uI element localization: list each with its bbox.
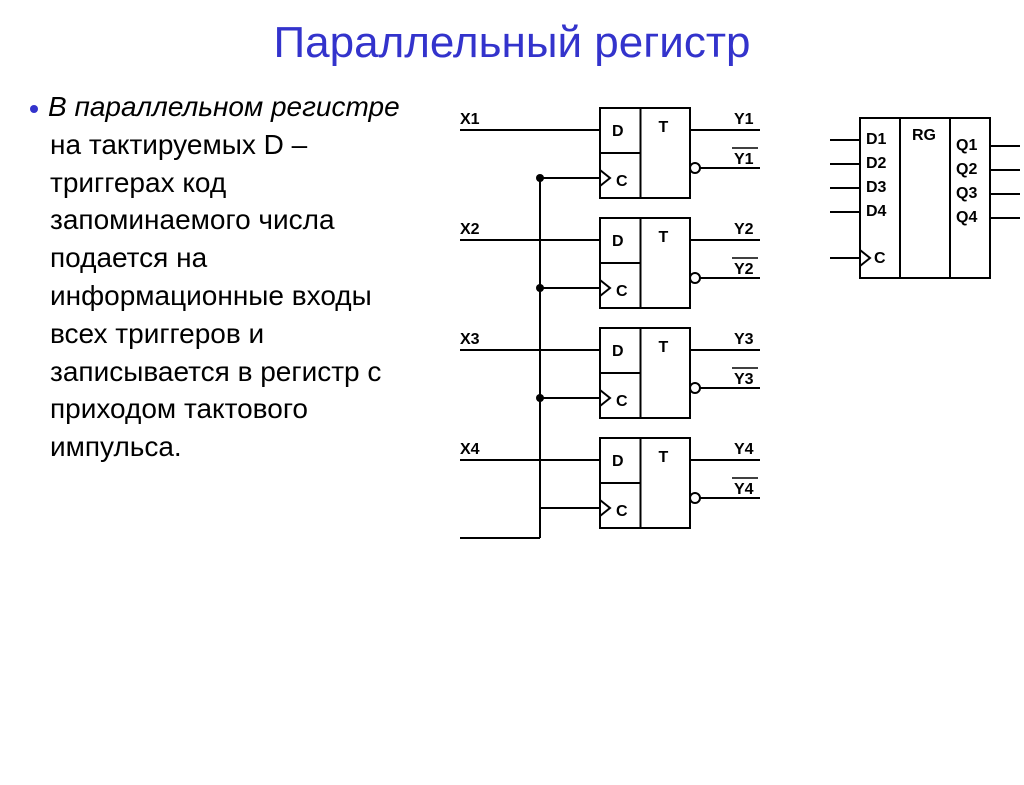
- svg-text:X2: X2: [460, 221, 480, 238]
- body-rest: на тактируемых D – триггерах код запомин…: [50, 129, 381, 462]
- svg-text:Y3: Y3: [734, 371, 754, 388]
- svg-text:D4: D4: [866, 203, 887, 220]
- svg-text:C: C: [616, 393, 628, 410]
- svg-text:D2: D2: [866, 155, 887, 172]
- svg-text:Q3: Q3: [956, 185, 977, 202]
- circuit-diagram: D C T X1 Y1 Y1 D C T X2 Y2 Y2 D C T X3 Y3 Y3 D C T X4 Y4 Y4 RG D1…: [400, 88, 1024, 648]
- svg-text:T: T: [659, 229, 669, 246]
- svg-text:X1: X1: [460, 111, 480, 128]
- content-row: В параллельном регистре на тактируемых D…: [0, 88, 1024, 648]
- svg-text:Y3: Y3: [734, 331, 754, 348]
- svg-text:C: C: [616, 283, 628, 300]
- svg-text:D: D: [612, 233, 624, 250]
- svg-text:Y4: Y4: [734, 441, 754, 458]
- svg-text:D3: D3: [866, 179, 887, 196]
- svg-text:D: D: [612, 453, 624, 470]
- svg-text:Y4: Y4: [734, 481, 754, 498]
- body-lead: В параллельном регистре: [48, 91, 400, 122]
- svg-text:C: C: [616, 173, 628, 190]
- svg-text:D: D: [612, 123, 624, 140]
- page-title: Параллельный регистр: [0, 18, 1024, 68]
- svg-text:Y1: Y1: [734, 111, 754, 128]
- svg-text:Y2: Y2: [734, 261, 754, 278]
- svg-text:RG: RG: [912, 127, 936, 144]
- svg-text:C: C: [874, 250, 886, 267]
- svg-text:Y2: Y2: [734, 221, 754, 238]
- svg-text:Q4: Q4: [956, 209, 977, 226]
- svg-text:Q1: Q1: [956, 137, 977, 154]
- svg-text:X3: X3: [460, 331, 480, 348]
- svg-text:C: C: [616, 503, 628, 520]
- svg-text:T: T: [659, 339, 669, 356]
- svg-text:Y1: Y1: [734, 151, 754, 168]
- body-paragraph: В параллельном регистре на тактируемых D…: [20, 88, 400, 648]
- diagram-area: D C T X1 Y1 Y1 D C T X2 Y2 Y2 D C T X3 Y3 Y3 D C T X4 Y4 Y4 RG D1…: [400, 88, 1004, 648]
- svg-text:D: D: [612, 343, 624, 360]
- svg-text:T: T: [659, 449, 669, 466]
- svg-text:D1: D1: [866, 131, 887, 148]
- svg-text:X4: X4: [460, 441, 480, 458]
- bullet-icon: [30, 105, 38, 113]
- svg-text:T: T: [659, 119, 669, 136]
- svg-text:Q2: Q2: [956, 161, 977, 178]
